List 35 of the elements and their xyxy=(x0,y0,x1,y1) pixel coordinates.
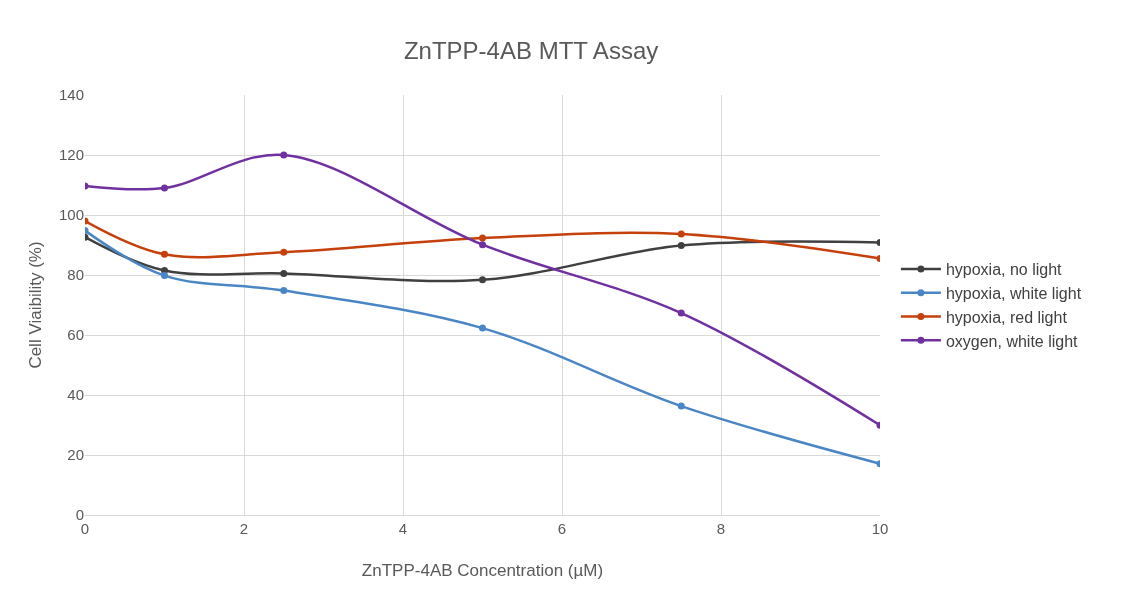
point xyxy=(161,250,168,258)
y-tick-label: 0 xyxy=(75,506,84,524)
point xyxy=(479,234,486,242)
x-tick-label: 10 xyxy=(871,520,889,537)
legend-label: hypoxia, red light xyxy=(945,308,1068,326)
point xyxy=(479,324,486,332)
point xyxy=(280,248,288,256)
y-tick-label: 20 xyxy=(67,446,84,464)
legend-label: oxygen, white light xyxy=(945,332,1079,350)
y-tick-label: 120 xyxy=(58,146,84,164)
point xyxy=(677,309,685,317)
x-tick-label: 4 xyxy=(398,520,408,537)
x-tick-label: 6 xyxy=(557,520,567,537)
x-axis-title: ZnTPP-4AB Concentration (µM) xyxy=(361,561,604,580)
chart-title: ZnTPP-4AB MTT Assay xyxy=(403,36,659,64)
point xyxy=(479,241,486,249)
y-tick-label: 60 xyxy=(67,326,84,344)
point xyxy=(161,272,168,280)
point xyxy=(677,242,685,250)
y-tick-label: 100 xyxy=(58,206,84,224)
point xyxy=(479,276,486,284)
legend-label: hypoxia, white light xyxy=(945,284,1082,302)
y-axis-title: Cell Viaibility (%) xyxy=(26,241,45,369)
point xyxy=(280,151,288,159)
y-tick-label: 140 xyxy=(58,86,84,104)
point xyxy=(280,287,288,295)
point xyxy=(280,270,288,277)
point xyxy=(677,402,685,410)
y-tick-label: 40 xyxy=(67,386,84,404)
x-tick-label: 8 xyxy=(716,520,726,537)
x-tick-label: 2 xyxy=(239,520,249,537)
point xyxy=(677,230,685,238)
legend-label: hypoxia, no light xyxy=(945,261,1063,279)
point xyxy=(161,184,168,192)
y-tick-label: 80 xyxy=(67,266,84,284)
